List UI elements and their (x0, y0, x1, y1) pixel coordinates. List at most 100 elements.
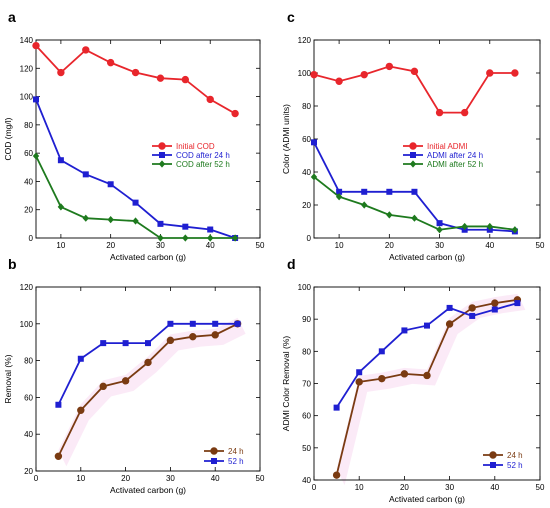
y-tick-label: 50 (302, 444, 311, 453)
data-point (411, 188, 418, 195)
data-point (234, 320, 241, 327)
x-tick-label: 10 (76, 474, 85, 483)
y-tick-label: 120 (298, 36, 312, 45)
x-tick-label: 20 (121, 474, 130, 483)
x-tick-label: 50 (536, 483, 545, 492)
data-point (99, 382, 107, 391)
data-point (207, 234, 214, 242)
data-point (445, 320, 454, 328)
legend-entry: ADMI after 52 h (403, 160, 483, 169)
legend-marker (490, 462, 496, 468)
x-tick-label: 40 (485, 241, 494, 250)
y-tick-label: 80 (24, 357, 33, 366)
data-point (356, 369, 363, 376)
data-point (355, 378, 363, 386)
legend-entry: COD after 52 h (152, 160, 230, 169)
data-point (182, 223, 189, 230)
data-point (122, 340, 129, 347)
data-point (361, 188, 368, 195)
data-point (378, 348, 385, 355)
legend-marker (409, 160, 417, 168)
data-point (336, 188, 343, 195)
chart-panel-b: b 0 10 20 30 40 50 20 40 60 80 100 120 Activated carb… (3, 256, 265, 495)
y-tick-label: 0 (307, 234, 312, 243)
data-point (310, 70, 318, 79)
legend-marker (489, 451, 497, 459)
y-tick-label: 100 (20, 320, 34, 329)
data-point (157, 220, 164, 227)
data-point (167, 320, 174, 327)
y-tick-label: 80 (302, 347, 311, 356)
x-axis-label: Activated carbon (g) (389, 494, 465, 504)
y-tick-label: 60 (24, 393, 33, 402)
data-point (400, 370, 409, 378)
legend-label: Initial ADMI (427, 142, 467, 151)
legend-label: COD after 24 h (176, 151, 230, 160)
y-tick-label: 60 (302, 135, 311, 144)
y-tick-label: 100 (20, 93, 34, 102)
data-point (77, 406, 85, 414)
legend-label: 52 h (507, 461, 523, 470)
data-point (144, 358, 152, 367)
data-point (54, 452, 63, 460)
chart-panel-a: a 10 20 30 40 50 0 20 40 60 80 100 120 140 Activated c… (3, 9, 265, 262)
data-point (33, 96, 39, 103)
x-tick-label: 30 (166, 474, 175, 483)
x-tick-label: 50 (256, 474, 265, 483)
data-point (446, 304, 453, 311)
data-point (424, 322, 430, 329)
y-tick-label: 40 (24, 430, 33, 439)
y-tick-label: 40 (302, 476, 311, 485)
data-point (511, 69, 519, 77)
data-point (310, 173, 318, 181)
legend-marker (410, 152, 416, 158)
data-point (511, 226, 519, 234)
y-tick-label: 40 (24, 177, 33, 186)
x-tick-label: 10 (56, 241, 65, 250)
x-tick-label: 30 (445, 483, 454, 492)
data-point (182, 234, 189, 242)
plot-frame (35, 39, 261, 239)
series-initial-cod (32, 41, 239, 118)
y-axis-label: Color (ADMI units) (281, 104, 291, 174)
data-point (378, 374, 386, 383)
data-point (166, 336, 175, 345)
data-point (157, 234, 164, 242)
y-tick-label: 100 (298, 283, 312, 292)
legend-entry: Initial ADMI (403, 142, 467, 151)
data-point (107, 181, 114, 188)
legend-marker (159, 152, 165, 158)
data-point (212, 320, 219, 327)
series-cod-after-52-h (32, 152, 239, 242)
data-point (189, 332, 197, 341)
data-point (435, 108, 444, 117)
data-point (82, 171, 89, 178)
x-tick-label: 30 (435, 241, 444, 250)
y-tick-label: 20 (302, 201, 311, 210)
x-tick-label: 10 (355, 483, 364, 492)
legend-label: 24 h (507, 451, 523, 460)
data-point (436, 226, 443, 234)
x-tick-label: 40 (206, 241, 215, 250)
y-tick-label: 140 (20, 36, 34, 45)
y-axis-label: Removal (%) (3, 354, 13, 403)
data-point (132, 217, 139, 225)
y-tick-label: 60 (24, 149, 33, 158)
y-tick-label: 40 (302, 168, 311, 177)
x-tick-label: 20 (385, 241, 394, 250)
data-point (335, 77, 343, 85)
data-point (156, 74, 165, 82)
data-point (57, 68, 65, 77)
panel-label: c (287, 9, 295, 25)
data-point (411, 214, 418, 222)
data-point (106, 58, 115, 67)
legend-entry: COD after 24 h (152, 151, 230, 160)
x-axis-label: Activated carbon (g) (110, 485, 186, 495)
x-tick-label: 20 (400, 483, 409, 492)
series-initial-admi (310, 62, 519, 117)
data-point (491, 299, 499, 307)
x-axis-label: Activated carbon (g) (389, 252, 465, 262)
data-point (401, 327, 408, 334)
chart-panel-c: c 10 20 30 40 50 0 20 40 60 80 100 120 Activated carb… (281, 9, 545, 262)
